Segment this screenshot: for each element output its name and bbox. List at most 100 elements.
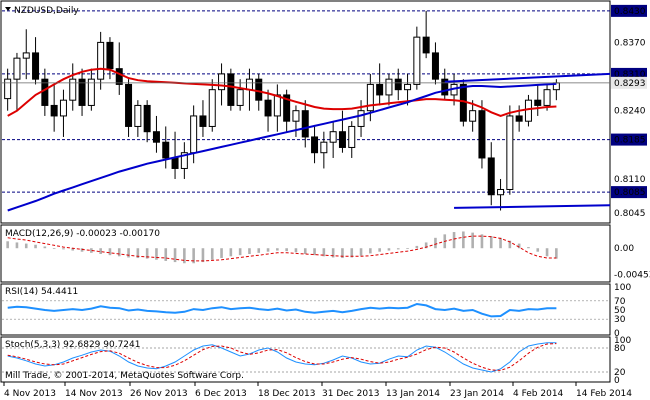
macd-histogram-bar <box>294 248 298 253</box>
candle-bear <box>515 115 523 122</box>
candle-bear <box>422 36 430 54</box>
candle-bear <box>171 157 179 169</box>
price-label-0-8185-box <box>611 133 647 146</box>
candle-bull <box>273 94 281 117</box>
macd-histogram-bar <box>424 242 428 249</box>
candle-bull <box>506 115 514 190</box>
candle-bear <box>152 131 160 143</box>
macd-histogram-bar <box>489 236 493 249</box>
macd-histogram-bar <box>471 232 474 249</box>
stoch-pane <box>0 336 611 383</box>
time-label: 4 Nov 2013 <box>4 389 56 399</box>
price-label-0-8240: 0.8240 <box>614 107 646 117</box>
macd-histogram-bar <box>322 248 326 257</box>
candle-bear <box>255 78 263 101</box>
candle-bull <box>134 104 142 127</box>
candle-bull <box>366 83 374 112</box>
stoch-tick: 100 <box>614 336 631 346</box>
window-title: NZDUSD,Daily <box>14 6 79 16</box>
candle-bull <box>543 89 551 106</box>
rsi-tick: 0 <box>614 329 620 339</box>
macd-histogram-bar <box>369 248 372 254</box>
candle-bear <box>301 110 309 138</box>
price-label-0-8430: 0.8430 <box>614 7 646 17</box>
time-axis: 4 Nov 2013 14 Nov 2013 26 Nov 2013 6 Dec 20… <box>3 382 632 399</box>
channel-upper-line <box>444 72 611 83</box>
candle-bear <box>143 104 151 133</box>
macd-histogram-bar <box>555 248 558 259</box>
price-label-0-8293-box <box>611 76 647 89</box>
candle-bull <box>4 78 12 100</box>
macd-histogram-bar <box>192 248 195 264</box>
candle-bull <box>208 89 216 127</box>
candle-bear <box>32 52 40 80</box>
rsi-tick: 70 <box>614 297 626 307</box>
rsi-pane <box>0 283 611 336</box>
candle-bear <box>431 52 439 80</box>
macd-signal-line <box>7 235 557 262</box>
price-label-0-8045: 0.8045 <box>614 209 646 219</box>
oscillators: 0.00-0.00453100705030010080200 <box>6 231 650 386</box>
time-label: 18 Dec 2013 <box>258 389 316 399</box>
macd-histogram-bar <box>155 248 158 260</box>
macd-histogram-bar <box>43 246 47 249</box>
candle-bull <box>497 188 505 196</box>
candle-bear <box>478 110 486 159</box>
candle-bear <box>311 136 319 154</box>
triangle-down-icon[interactable] <box>5 7 11 11</box>
macd-histogram-bar <box>220 248 223 259</box>
macd-histogram-bar <box>508 240 512 249</box>
macd-histogram-bar <box>173 248 177 263</box>
macd-histogram-bar <box>99 248 102 254</box>
price-label-0-8293: 0.8293 <box>614 79 646 89</box>
macd-histogram-bar <box>378 248 381 252</box>
candle-bull <box>22 52 30 59</box>
price-label-0-8085: 0.8085 <box>614 188 646 198</box>
time-label: 4 Feb 2014 <box>513 389 564 399</box>
macd-histogram-bar <box>276 248 279 251</box>
macd-histogram-bar <box>536 248 540 252</box>
candle-bull <box>385 78 393 96</box>
macd-histogram-bar <box>238 248 242 256</box>
watermark: Mill Trade, © 2001-2014, MetaQuotes Soft… <box>5 371 244 381</box>
candle-bull <box>320 141 328 154</box>
macd-histogram-bar <box>396 248 400 250</box>
candle-bull <box>357 110 365 127</box>
time-label: 13 Jan 2014 <box>386 389 440 399</box>
price-label-0-8310: 0.8310 <box>614 70 646 80</box>
candle-bull <box>69 78 77 101</box>
macd-histogram-bar <box>201 248 205 263</box>
price-label-0-8185: 0.8185 <box>614 136 646 146</box>
candle-bull <box>218 73 226 91</box>
macd-histogram-bar <box>527 247 530 249</box>
time-label: 31 Dec 2013 <box>322 389 380 399</box>
price-label-0-8110: 0.8110 <box>614 175 646 185</box>
macd-histogram-bar <box>90 248 93 253</box>
candle-bull <box>13 57 21 80</box>
macd-histogram-bar <box>229 248 233 257</box>
time-label: 14 Feb 2014 <box>576 389 632 399</box>
ma-slow-line <box>7 82 557 212</box>
time-label: 23 Jan 2014 <box>450 389 504 399</box>
ma-fast-line <box>7 67 557 117</box>
macd-histogram-bar <box>499 237 502 249</box>
moving-averages <box>2 67 611 212</box>
macd-histogram-bar <box>545 248 549 257</box>
channel-lower-line <box>454 204 611 209</box>
price-label-0-8430-box <box>611 4 647 17</box>
candle-bear <box>78 78 86 106</box>
time-label: 14 Nov 2013 <box>65 389 123 399</box>
candle-bear <box>283 94 291 122</box>
macd-histogram-bar <box>303 248 307 254</box>
candle-bull <box>348 125 356 148</box>
candle-bull <box>524 99 532 122</box>
rsi-label: RSI(14) 54.4411 <box>5 287 78 297</box>
macd-histogram-bar <box>248 248 251 254</box>
candle-bear <box>106 41 114 70</box>
candle-bear <box>115 68 123 85</box>
candle-bear <box>264 99 272 117</box>
macd-histogram-bar <box>350 248 354 258</box>
rsi-tick: 100 <box>614 283 631 293</box>
